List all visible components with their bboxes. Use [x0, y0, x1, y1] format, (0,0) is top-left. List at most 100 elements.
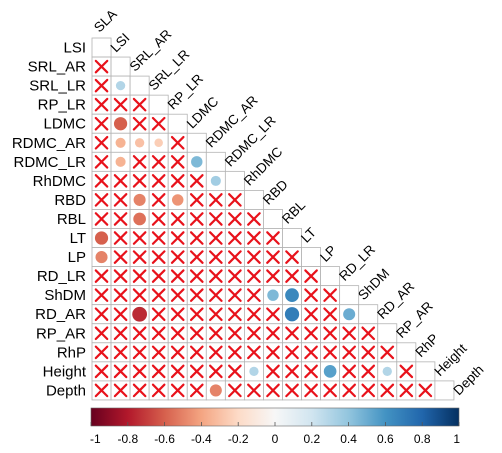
row-label-rd-ar: RD_AR: [35, 306, 86, 323]
nonsig-cross-depth-rp-lr: [170, 383, 185, 398]
nonsig-cross-rp-ar-rdmc-lr: [228, 326, 242, 341]
nonsig-cross-lt-srl-ar: [132, 231, 147, 245]
nonsig-cross-rd-lr-ldmc: [189, 269, 204, 283]
nonsig-cross-lp-rdmc-ar: [209, 250, 223, 264]
nonsig-cross-shdm-rdmc-ar: [209, 288, 223, 302]
nonsig-cross-height-rdmc-ar: [209, 364, 223, 379]
nonsig-cross-rp-ar-rhdmc: [247, 326, 261, 341]
colorbar-tick-neg1-label: -1: [90, 432, 101, 446]
row-label-lp: LP: [68, 249, 86, 266]
grid-cell-rdmc-lr-rdmc-lr: [205, 151, 226, 172]
nonsig-cross-rhp-srl-lr: [151, 345, 166, 360]
nonsig-cross-rd-ar-rdmc-ar: [209, 307, 223, 322]
nonsig-cross-depth-rhp: [418, 383, 433, 398]
colorbar-tick-neg0p4-label: -0.4: [191, 432, 212, 446]
row-label-srl-lr: SRL_LR: [29, 78, 86, 95]
nonsig-cross-rhp-rp-lr: [170, 345, 185, 360]
nonsig-cross-rbl-lsi: [113, 212, 128, 226]
corr-circle-rdmc-lr-ldmc: [191, 156, 203, 168]
row-label-shdm: ShDM: [44, 287, 86, 304]
row-label-rp-lr: RP_LR: [38, 97, 87, 114]
colorbar-tick-neg0p8-label: -0.8: [117, 432, 138, 446]
nonsig-cross-lp-ldmc: [189, 250, 204, 264]
row-label-rdmc-ar: RDMC_AR: [12, 135, 86, 152]
nonsig-cross-height-rp-lr: [170, 364, 185, 379]
col-label-rbd: RBD: [260, 177, 291, 208]
corr-circle-height-rhdmc: [249, 366, 259, 377]
nonsig-cross-shdm-rp-lr: [170, 288, 185, 302]
nonsig-cross-rp-lr-lsi: [113, 97, 128, 112]
row-label-rhp: RhP: [57, 344, 86, 361]
nonsig-cross-rbd-srl-lr: [151, 193, 166, 207]
corr-circle-lp-sla: [95, 251, 108, 264]
colorbar-tick-neg0p6-label: -0.6: [154, 432, 175, 446]
grid-cell-rhdmc-rhdmc: [224, 170, 245, 191]
nonsig-cross-ldmc-srl-lr: [151, 116, 166, 131]
row-label-rdmc-lr: RDMC_LR: [13, 154, 86, 171]
corr-circle-rbd-srl-ar: [133, 193, 146, 206]
grid-cell-height-height: [415, 361, 436, 382]
nonsig-cross-rbd-rdmc-lr: [228, 193, 242, 207]
nonsig-cross-rhp-lsi: [113, 345, 128, 360]
corr-circle-depth-rdmc-ar: [209, 384, 222, 397]
col-label-rhp: RhP: [412, 331, 441, 360]
grid-cell-lsi-lsi: [91, 37, 112, 58]
colorbar-tick-0p4-label: 0.4: [340, 432, 357, 446]
nonsig-cross-depth-shdm: [361, 383, 376, 398]
nonsig-cross-height-rbd: [266, 364, 280, 379]
grid-cell-rdmc-ar-rdmc-ar: [186, 132, 207, 153]
nonsig-cross-rbl-rp-lr: [170, 212, 185, 226]
nonsig-cross-ldmc-sla: [94, 116, 109, 131]
nonsig-cross-rp-ar-lsi: [113, 326, 128, 341]
grid-cell-rbl-rbl: [263, 209, 283, 229]
nonsig-cross-rd-lr-rbl: [285, 269, 299, 283]
nonsig-cross-depth-rdmc-lr: [228, 383, 242, 398]
nonsig-cross-rbd-rdmc-ar: [209, 193, 223, 207]
grid-cell-rp-ar-rp-ar: [377, 323, 398, 344]
grid-cell-lp-lp: [301, 247, 321, 268]
nonsig-cross-rd-lr-lsi: [113, 269, 128, 283]
nonsig-cross-lp-srl-ar: [132, 250, 147, 264]
nonsig-cross-rd-lr-rp-lr: [170, 269, 185, 283]
colorbar-tick-neg0p2-label: -0.2: [228, 432, 249, 446]
nonsig-cross-height-ldmc: [189, 364, 204, 379]
nonsig-cross-rhdmc-srl-ar: [132, 174, 147, 188]
nonsig-cross-lp-rp-lr: [170, 250, 185, 264]
nonsig-cross-lt-ldmc: [189, 231, 204, 245]
nonsig-cross-lt-srl-lr: [151, 231, 166, 245]
grid-cell-rhp-rhp: [396, 342, 417, 363]
nonsig-cross-rhp-rd-lr: [342, 345, 356, 360]
colorbar-ticks: -1 -0.8 -0.6 -0.4 -0.2 0 0.2 0.4 0.6 0.8 1: [90, 422, 460, 446]
nonsig-cross-height-lt: [304, 364, 318, 379]
nonsig-cross-rd-ar-ldmc: [189, 307, 204, 322]
nonsig-cross-rhp-rdmc-ar: [209, 345, 223, 360]
nonsig-cross-depth-rp-ar: [399, 383, 414, 398]
nonsig-cross-rd-lr-lt: [304, 269, 318, 283]
row-label-rhdmc: RhDMC: [33, 173, 87, 190]
corr-circle-rd-ar-srl-ar: [132, 306, 148, 322]
nonsig-cross-rd-lr-rhdmc: [247, 269, 261, 283]
nonsig-cross-rdmc-lr-srl-lr: [151, 155, 166, 169]
nonsig-cross-shdm-sla: [94, 288, 109, 302]
col-label-shdm: ShDM: [355, 266, 392, 303]
row-label-lsi: LSI: [63, 40, 86, 57]
nonsig-cross-rhdmc-ldmc: [189, 174, 204, 188]
row-label-rbd: RBD: [54, 192, 86, 209]
nonsig-cross-rhp-rdmc-lr: [228, 345, 242, 360]
nonsig-cross-rd-ar-rdmc-lr: [228, 307, 242, 322]
col-label-sla: SLA: [91, 6, 120, 35]
nonsig-cross-srl-lr-sla: [94, 78, 109, 93]
nonsig-cross-depth-rd-ar: [380, 383, 395, 398]
corr-circle-rbd-rp-lr: [172, 194, 184, 206]
grid-cell-shdm-shdm: [339, 285, 360, 306]
nonsig-cross-height-rbl: [285, 364, 299, 379]
nonsig-cross-shdm-srl-ar: [132, 288, 147, 302]
nonsig-cross-rhp-rd-ar: [380, 345, 395, 360]
nonsig-cross-lp-rdmc-lr: [228, 250, 242, 264]
nonsig-cross-lp-rbl: [285, 250, 299, 264]
nonsig-cross-rd-ar-srl-lr: [151, 307, 166, 322]
nonsig-cross-rd-ar-rp-lr: [170, 307, 185, 322]
grid-cell-lt-lt: [282, 228, 302, 248]
nonsig-cross-rbd-ldmc: [189, 193, 204, 207]
nonsig-cross-rbl-ldmc: [189, 212, 204, 226]
